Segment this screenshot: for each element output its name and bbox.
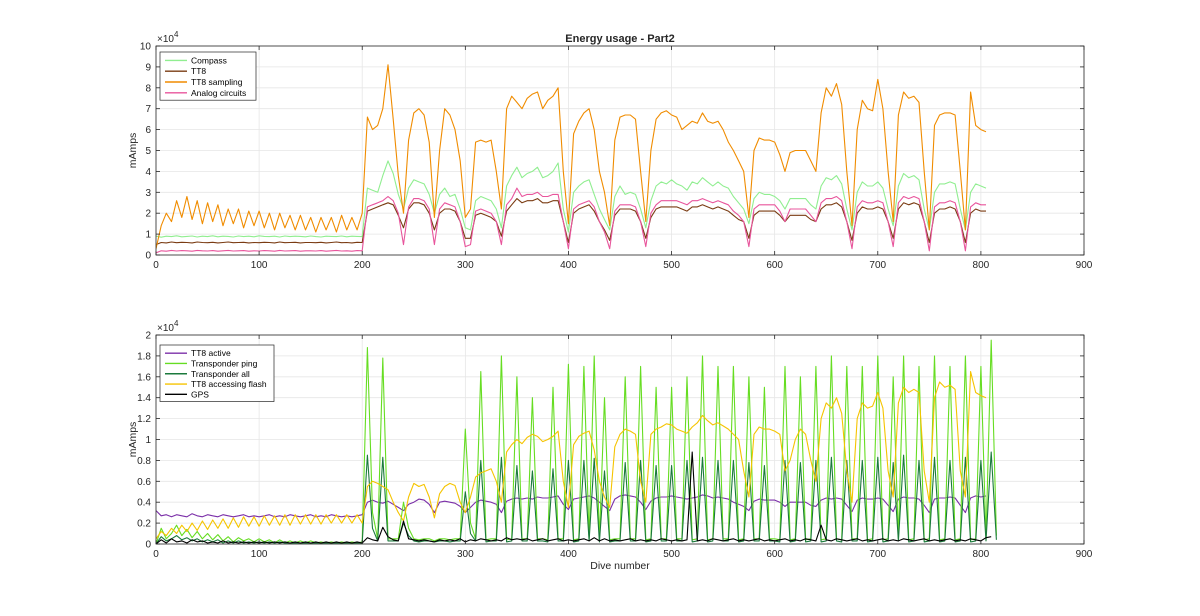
chart-title: Energy usage - Part2 xyxy=(565,33,674,45)
y-tick-label: 4 xyxy=(145,167,151,178)
series-group xyxy=(156,339,997,544)
y-tick-label: 1.6 xyxy=(137,372,151,383)
y-exponent-superscript: 4 xyxy=(174,30,179,39)
x-tick-label: 800 xyxy=(973,260,990,271)
y-exponent-label: ×104 xyxy=(157,319,179,334)
x-tick-label: 800 xyxy=(973,549,990,560)
y-tick-label: 10 xyxy=(140,42,152,53)
y-tick-label: 0 xyxy=(145,251,151,262)
legend-entry: TT8 active xyxy=(191,348,231,358)
y-tick-label: 0 xyxy=(145,540,151,551)
x-tick-label: 500 xyxy=(663,260,680,271)
x-tick-label: 600 xyxy=(766,260,783,271)
x-tick-label: 400 xyxy=(560,260,577,271)
y-tick-label: 3 xyxy=(145,188,151,199)
legend-entry: Compass xyxy=(191,55,227,65)
x-tick-label: 100 xyxy=(251,260,268,271)
x-tick-label: 400 xyxy=(560,549,577,560)
series-line-transponder-all xyxy=(156,451,997,544)
x-tick-label: 600 xyxy=(766,549,783,560)
y-tick-label: 8 xyxy=(145,83,151,94)
y-tick-label: 5 xyxy=(145,146,151,157)
bottom-chart-panel: 0 100 200 300 400 500 600 700 800 900 0 0.2 0.4 0.6 0.… xyxy=(127,319,1093,572)
y-tick-label: 9 xyxy=(145,62,151,73)
legend-entry: Analog circuits xyxy=(191,88,246,98)
series-line-tt8-accessing-flash xyxy=(156,371,987,540)
x-tick-label: 900 xyxy=(1076,260,1093,271)
y-tick-label: 6 xyxy=(145,125,151,136)
legend-entry: GPS xyxy=(191,389,209,399)
legend-entry: TT8 xyxy=(191,66,206,76)
y-tick-label: 2 xyxy=(145,209,151,220)
y-tick-label: 2 xyxy=(145,331,151,342)
y-tick-label: 0.6 xyxy=(137,477,151,488)
y-axis-label: mAmps xyxy=(127,422,139,458)
legend-entry: TT8 accessing flash xyxy=(191,379,267,389)
x-tick-label: 200 xyxy=(354,549,371,560)
x-axis-label: Dive number xyxy=(590,560,650,572)
y-tick-label: 1 xyxy=(145,230,151,241)
y-tick-label: 7 xyxy=(145,104,151,115)
series-line-compass xyxy=(156,160,987,238)
y-axis-label: mAmps xyxy=(127,133,139,169)
legend-entry: Transponder ping xyxy=(191,358,258,368)
x-tick-label: 500 xyxy=(663,549,680,560)
legend-entry: Transponder all xyxy=(191,369,250,379)
legend-entry: TT8 sampling xyxy=(191,77,243,87)
y-tick-label: 1.8 xyxy=(137,351,151,362)
x-tick-label: 100 xyxy=(251,549,268,560)
series-line-tt8-sampling xyxy=(156,64,987,249)
x-tick-label: 900 xyxy=(1076,549,1093,560)
y-tick-label: 1.4 xyxy=(137,393,151,404)
x-tick-label: 700 xyxy=(869,260,886,271)
top-chart-panel: 0 100 200 300 400 500 600 700 800 900 0 1 2 3 4 5 6 7 8 9 10… xyxy=(127,30,1093,271)
y-exponent-superscript: 4 xyxy=(174,319,179,328)
y-tick-label: 0.4 xyxy=(137,498,151,509)
series-line-analog-circuits xyxy=(156,187,986,254)
y-tick-label: 0.2 xyxy=(137,519,151,530)
y-tick-label: 1.2 xyxy=(137,414,151,425)
x-tick-label: 0 xyxy=(153,260,159,271)
x-tick-label: 300 xyxy=(457,549,474,560)
series-line-gps xyxy=(156,451,992,544)
x-tick-label: 0 xyxy=(153,549,159,560)
x-tick-label: 200 xyxy=(354,260,371,271)
x-tick-label: 300 xyxy=(457,260,474,271)
y-tick-label: 1 xyxy=(145,435,151,446)
y-tick-label: 0.8 xyxy=(137,456,151,467)
x-tick-label: 700 xyxy=(869,549,886,560)
series-group xyxy=(156,64,987,254)
y-exponent-label: ×104 xyxy=(157,30,179,45)
